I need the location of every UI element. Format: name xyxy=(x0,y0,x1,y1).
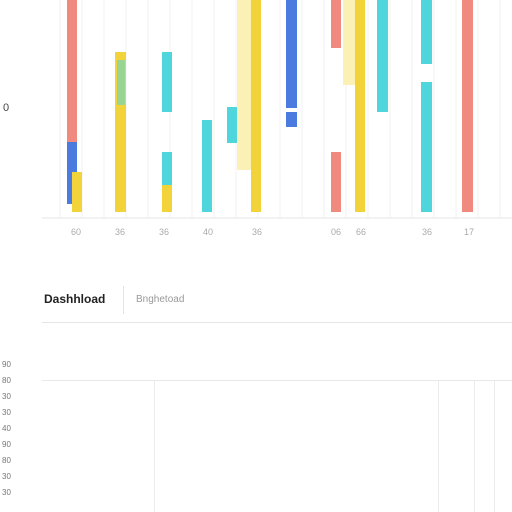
row-label: 30 xyxy=(2,392,11,401)
bar-segment xyxy=(237,0,251,170)
tab-dashboard[interactable]: Dashhload xyxy=(44,292,106,306)
row-label: 30 xyxy=(2,408,11,417)
x-tick-label: 40 xyxy=(203,227,213,237)
bar-segment xyxy=(162,152,172,185)
x-tick-label: 36 xyxy=(422,227,432,237)
bar-segment xyxy=(72,172,82,212)
x-tick-label: 60 xyxy=(71,227,81,237)
x-tick-label: 66 xyxy=(356,227,366,237)
bar-segment xyxy=(117,60,125,105)
x-tick-labels: 60 36 36 40 36 06 66 36 17 xyxy=(71,227,474,237)
bar-segment xyxy=(286,112,297,127)
bar-segment xyxy=(462,0,473,212)
bar-segment xyxy=(355,0,365,212)
x-tick-label: 06 xyxy=(331,227,341,237)
bar-segment xyxy=(227,107,238,143)
bar-segment xyxy=(377,0,388,112)
row-label: 80 xyxy=(2,376,11,385)
table-column-divider xyxy=(154,381,155,512)
bar-segment xyxy=(421,82,432,212)
table-column-divider xyxy=(438,381,439,512)
bar-segment xyxy=(251,0,261,212)
table-column-divider xyxy=(494,381,495,512)
row-label: 90 xyxy=(2,360,11,369)
row-label: 90 xyxy=(2,440,11,449)
bar-segment xyxy=(421,0,432,64)
data-table xyxy=(42,380,512,512)
bar-segment xyxy=(286,0,297,108)
left-axis-label: 0 xyxy=(3,102,10,114)
bar-segment xyxy=(343,0,355,85)
table-column-divider xyxy=(474,381,475,512)
x-tick-label: 36 xyxy=(252,227,262,237)
bar-segment xyxy=(115,52,126,212)
bar-segment xyxy=(331,0,341,48)
chart-bars xyxy=(67,0,473,212)
tab-divider xyxy=(123,286,124,314)
row-label: 30 xyxy=(2,472,11,481)
row-label: 30 xyxy=(2,488,11,497)
bar-chart: 60 36 36 40 36 06 66 36 17 xyxy=(42,0,512,237)
x-tick-label: 36 xyxy=(159,227,169,237)
bar-segment xyxy=(202,120,212,212)
x-tick-label: 36 xyxy=(115,227,125,237)
bar-segment xyxy=(331,152,341,212)
tab-bar: Dashhload Bnghetoad xyxy=(42,282,512,323)
bar-segment xyxy=(162,185,172,212)
bar-segment xyxy=(67,0,77,142)
tab-secondary[interactable]: Bnghetoad xyxy=(136,294,185,305)
bar-segment xyxy=(162,52,172,112)
x-tick-label: 17 xyxy=(464,227,474,237)
row-label: 80 xyxy=(2,456,11,465)
row-label: 40 xyxy=(2,424,11,433)
chart-gridlines xyxy=(59,0,501,218)
